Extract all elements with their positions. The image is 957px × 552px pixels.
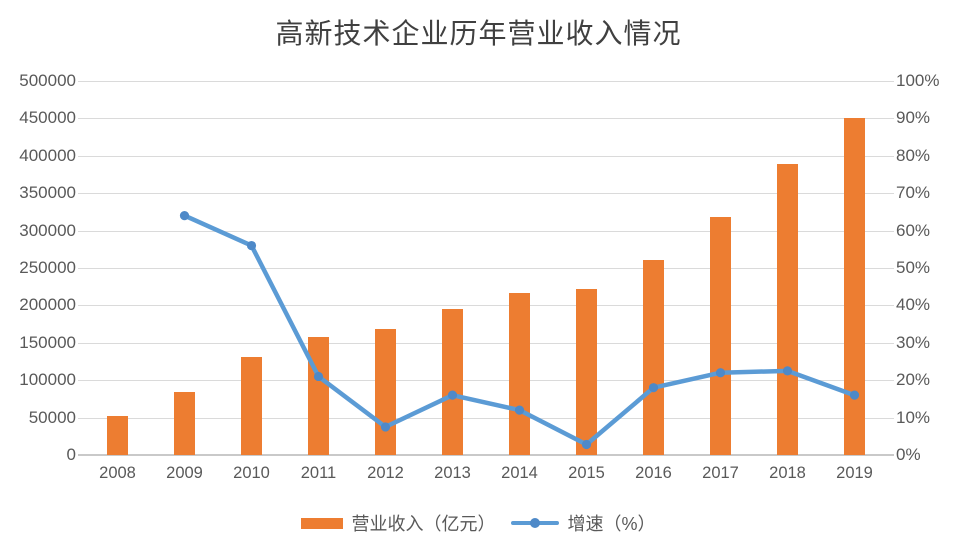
legend-label-growth: 增速（%） — [567, 514, 656, 534]
gridline — [78, 155, 894, 157]
growth-line-marker — [715, 368, 726, 378]
y-axis-left-tick-label: 450000 — [19, 108, 76, 128]
y-axis-left-tick-label: 250000 — [19, 258, 76, 277]
y-axis-right-tick-label: 10% — [896, 407, 931, 427]
legend-item-revenue: 营业收入（亿元） — [301, 510, 495, 536]
x-axis-tick-label: 2013 — [434, 464, 471, 482]
growth-line-marker — [179, 211, 190, 221]
line-series-swatch-icon — [511, 518, 560, 528]
revenue-bar-2010 — [241, 357, 262, 455]
gridline — [78, 342, 894, 344]
growth-line-marker — [447, 390, 458, 400]
y-axis-left-tick-label: 0 — [66, 445, 76, 464]
gridline — [78, 81, 894, 82]
gridline — [78, 305, 894, 307]
revenue-bar-2017 — [710, 217, 731, 455]
y-axis-left-tick-label: 500000 — [19, 71, 76, 90]
y-axis-left-tick-label: 400000 — [19, 145, 76, 165]
chart-legend: 营业收入（亿元） 增速（%） — [0, 510, 957, 536]
revenue-bar-2016 — [643, 259, 664, 455]
y-axis-right-tick-label: 80% — [896, 145, 931, 165]
y-axis-left-tick-label: 350000 — [19, 183, 76, 203]
y-axis-right-tick-label: 30% — [896, 332, 931, 352]
x-axis-tick-label: 2017 — [702, 464, 739, 482]
revenue-bar-2019 — [844, 118, 865, 455]
y-axis-right-tick-label: 90% — [896, 108, 931, 128]
x-axis-tick-label: 2008 — [99, 464, 136, 482]
y-axis-left-tick-label: 100000 — [19, 370, 76, 390]
x-axis-tick-label: 2011 — [300, 464, 337, 482]
legend-label-revenue: 营业收入（亿元） — [351, 514, 496, 534]
y-axis-left-tick-label: 200000 — [19, 295, 76, 315]
growth-line-marker — [581, 439, 592, 450]
y-axis-right-tick-label: 100% — [896, 71, 940, 90]
x-axis-tick-label: 2019 — [836, 464, 873, 482]
y-axis-left-tick-label: 150000 — [19, 332, 76, 352]
revenue-bar-2009 — [174, 392, 195, 455]
x-axis-tick-label: 2014 — [501, 464, 538, 482]
gridline — [78, 118, 894, 120]
x-axis-tick-label: 2015 — [568, 464, 605, 482]
x-axis-tick-label: 2012 — [367, 464, 404, 482]
revenue-bar-2013 — [442, 309, 463, 455]
y-axis-right-tick-label: 0% — [896, 445, 921, 464]
revenue-bar-2008 — [107, 416, 128, 455]
growth-line-marker — [648, 383, 659, 393]
gridline — [78, 417, 894, 419]
x-axis-tick-label: 2016 — [635, 464, 672, 482]
x-axis-tick-label: 2010 — [233, 464, 270, 482]
y-axis-left-tick-label: 300000 — [19, 220, 76, 240]
gridline — [78, 268, 894, 269]
revenue-bar-2018 — [777, 164, 798, 455]
growth-line-marker — [849, 390, 860, 400]
growth-line-marker — [313, 371, 324, 382]
y-axis-right-tick-label: 70% — [896, 183, 931, 203]
growth-line-layer — [179, 211, 860, 450]
growth-line-marker — [782, 366, 793, 376]
x-axis-tick-label: 2018 — [769, 464, 806, 482]
y-axis-right-tick-label: 50% — [896, 258, 931, 277]
growth-line-marker — [514, 405, 525, 415]
gridline — [78, 380, 894, 382]
bar-series-swatch-icon — [301, 517, 344, 529]
y-axis-right-tick-label: 20% — [896, 370, 931, 390]
legend-item-growth: 增速（%） — [511, 510, 656, 536]
x-axis-tick-label: 2009 — [166, 464, 203, 482]
y-axis-left-tick-label: 50000 — [28, 407, 76, 427]
growth-line-marker — [380, 422, 391, 432]
page-title: 高新技术企业历年营业收入情况 — [275, 17, 682, 50]
x-axis-line — [78, 454, 894, 456]
growth-line-marker — [246, 240, 257, 251]
gridline — [78, 193, 894, 195]
y-axis-right-tick-label: 60% — [896, 220, 931, 240]
y-axis-right-tick-label: 40% — [896, 295, 931, 315]
line-marker-icon — [530, 518, 541, 528]
gridline — [78, 230, 894, 232]
revenue-bar-2015 — [576, 288, 597, 455]
plot-area — [78, 81, 894, 456]
